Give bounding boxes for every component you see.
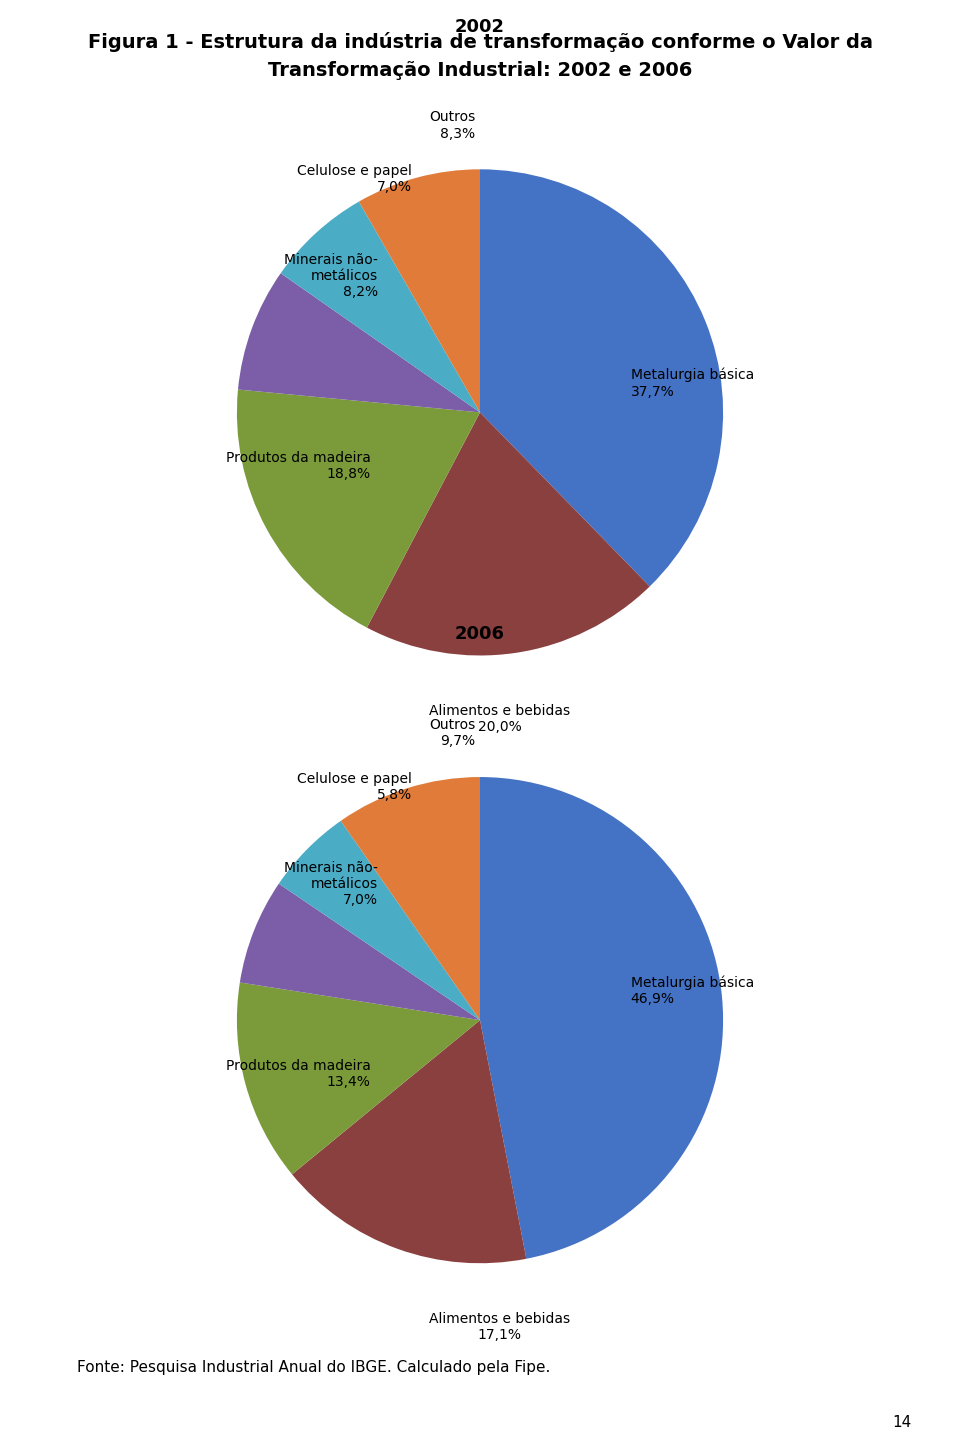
- Wedge shape: [367, 412, 650, 655]
- Wedge shape: [341, 777, 480, 1020]
- Text: Alimentos e bebidas
20,0%: Alimentos e bebidas 20,0%: [429, 705, 570, 734]
- Text: Fonte: Pesquisa Industrial Anual do IBGE. Calculado pela Fipe.: Fonte: Pesquisa Industrial Anual do IBGE…: [77, 1360, 550, 1375]
- Text: Celulose e papel
7,0%: Celulose e papel 7,0%: [297, 164, 412, 194]
- Wedge shape: [292, 1020, 526, 1263]
- Text: Alimentos e bebidas
17,1%: Alimentos e bebidas 17,1%: [429, 1312, 570, 1341]
- Text: Figura 1 - Estrutura da indústria de transformação conforme o Valor da: Figura 1 - Estrutura da indústria de tra…: [87, 32, 873, 52]
- Text: Celulose e papel
5,8%: Celulose e papel 5,8%: [297, 771, 412, 802]
- Text: Outros
9,7%: Outros 9,7%: [429, 718, 475, 748]
- Wedge shape: [480, 169, 723, 586]
- Text: Transformação Industrial: 2002 e 2006: Transformação Industrial: 2002 e 2006: [268, 61, 692, 80]
- Wedge shape: [237, 389, 480, 628]
- Wedge shape: [278, 820, 480, 1020]
- Text: Metalurgia básica
37,7%: Metalurgia básica 37,7%: [631, 368, 754, 398]
- Wedge shape: [238, 273, 480, 412]
- Text: 2006: 2006: [455, 625, 505, 644]
- Text: Minerais não-
metálicos
8,2%: Minerais não- metálicos 8,2%: [284, 253, 378, 300]
- Text: 14: 14: [893, 1415, 912, 1430]
- Wedge shape: [280, 201, 480, 412]
- Wedge shape: [240, 884, 480, 1020]
- Text: Produtos da madeira
18,8%: Produtos da madeira 18,8%: [226, 451, 371, 480]
- Wedge shape: [480, 777, 723, 1259]
- Wedge shape: [237, 983, 480, 1175]
- Text: Outros
8,3%: Outros 8,3%: [429, 110, 475, 140]
- Text: Metalurgia básica
46,9%: Metalurgia básica 46,9%: [631, 975, 754, 1006]
- Text: Produtos da madeira
13,4%: Produtos da madeira 13,4%: [226, 1059, 371, 1088]
- Wedge shape: [359, 169, 480, 412]
- Text: Minerais não-
metálicos
7,0%: Minerais não- metálicos 7,0%: [284, 861, 378, 907]
- Text: 2002: 2002: [455, 17, 505, 36]
